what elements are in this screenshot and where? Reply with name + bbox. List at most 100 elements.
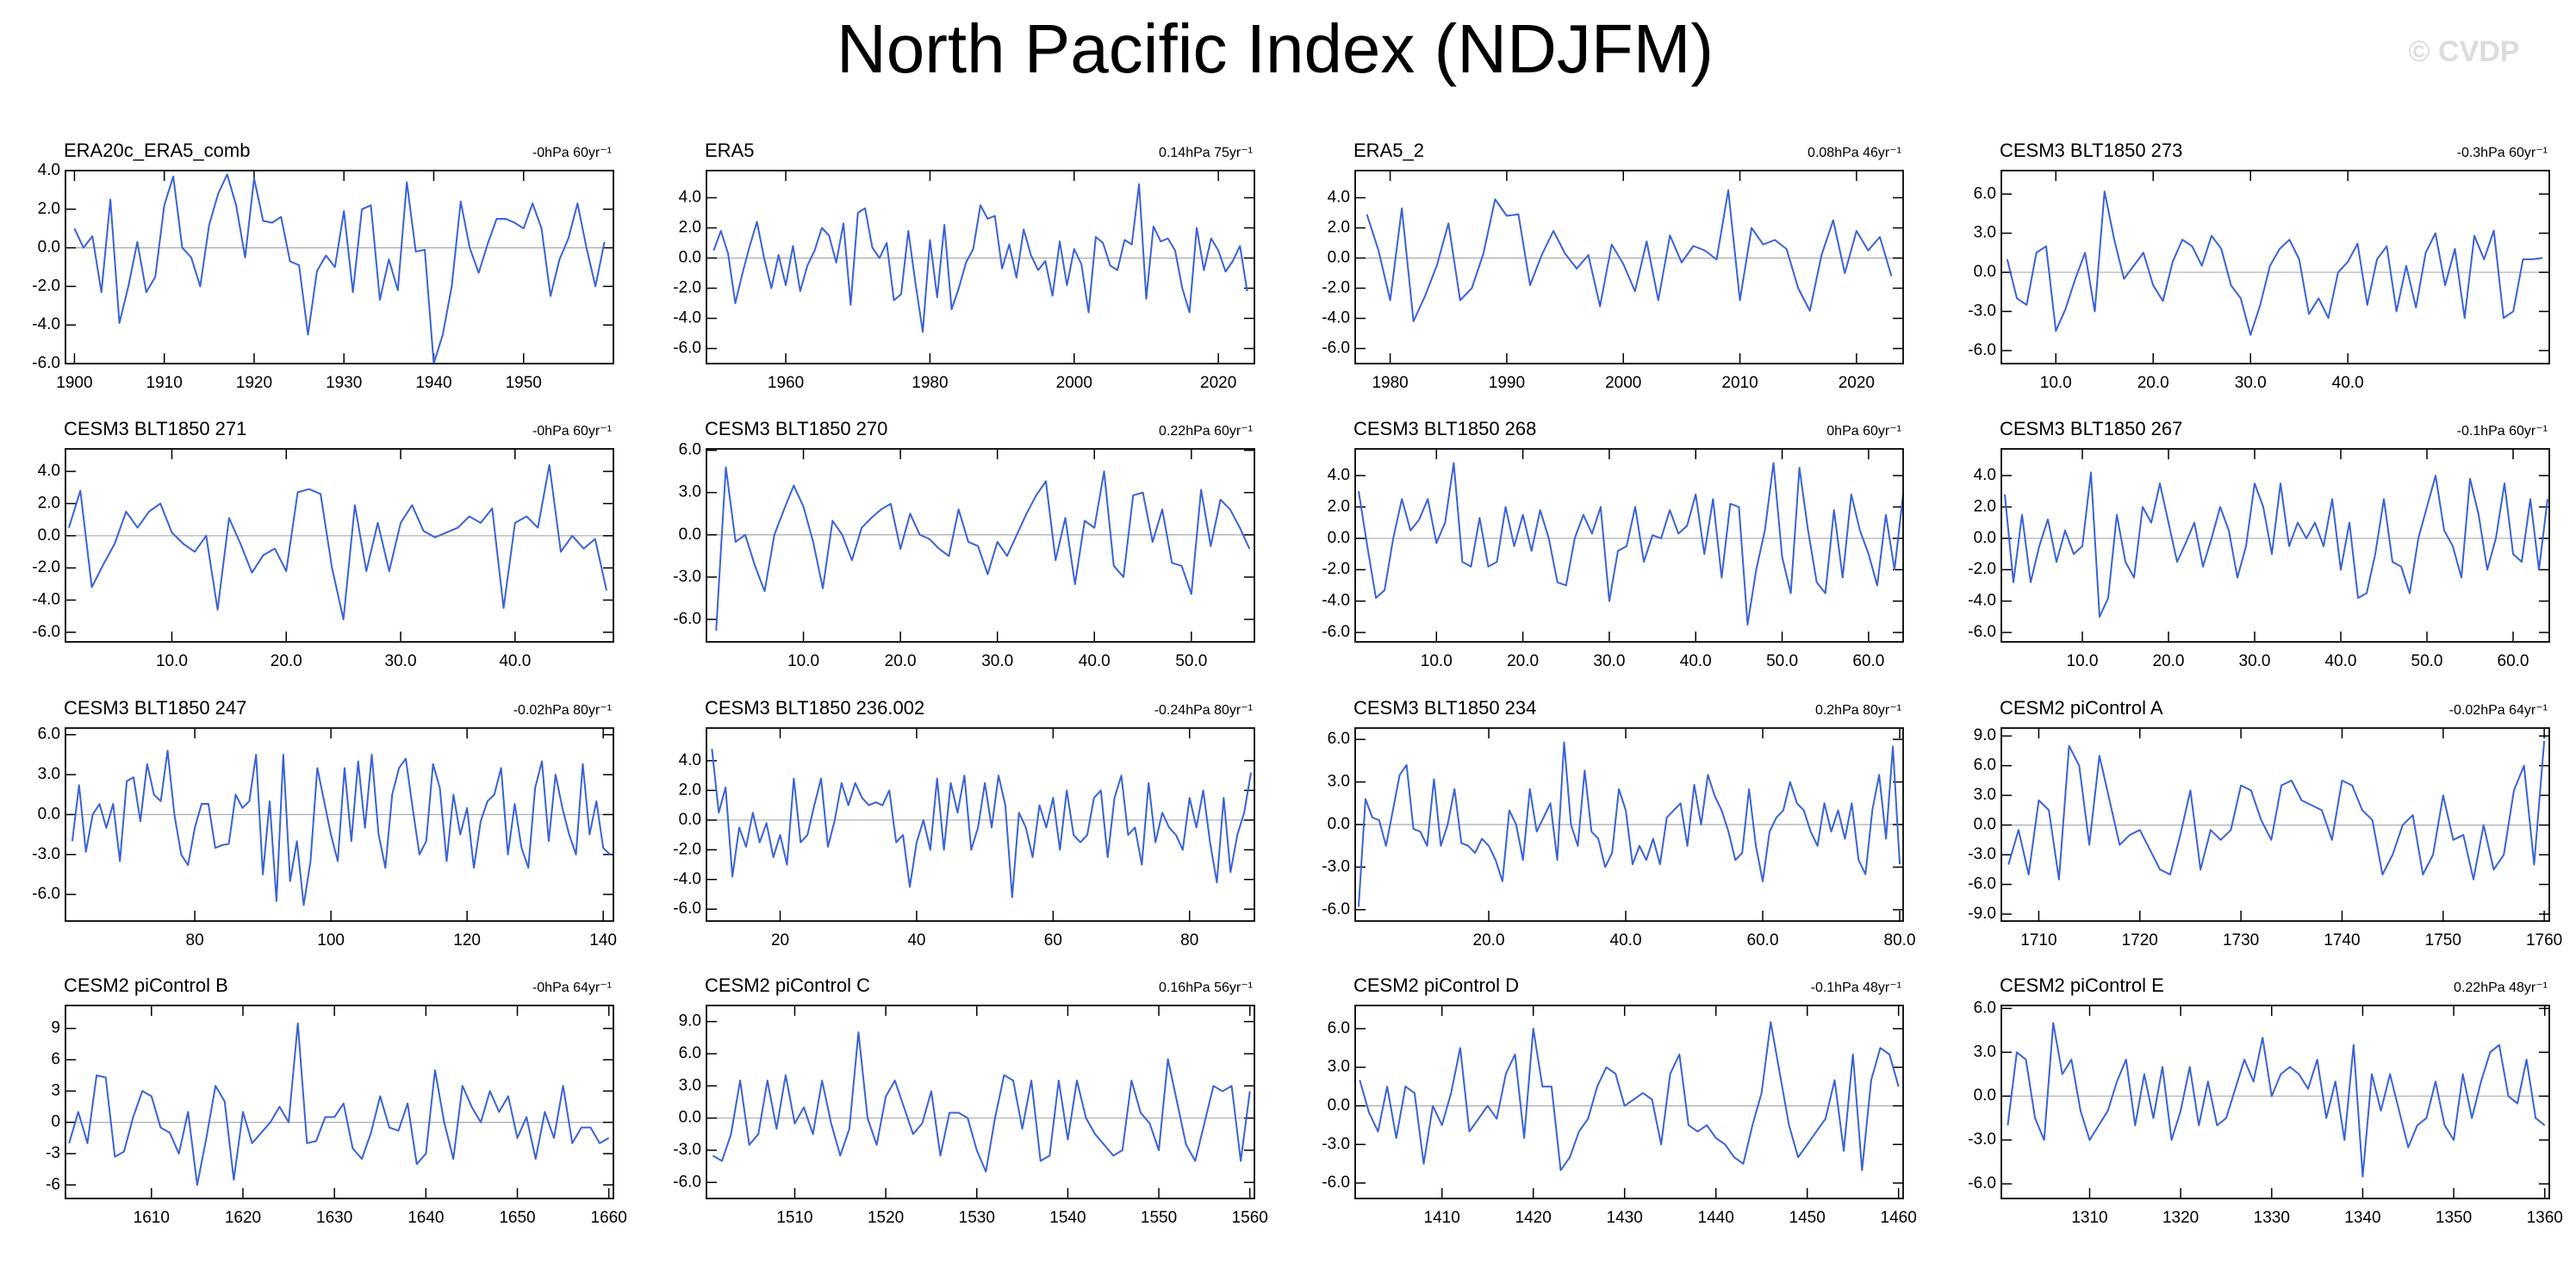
x-tick-label: 1550	[1141, 1209, 1177, 1227]
y-tick-label: 2.0	[1974, 497, 1996, 515]
y-tick-label: 6.0	[679, 1044, 701, 1062]
y-tick-label: -6.0	[1968, 341, 1996, 359]
panel: CESM3 BLT1850 247 -0.02hPa 80yr⁻¹ -6.0 -3.0…	[32, 697, 617, 949]
trend-annotation: 0.2hPa 80yr⁻¹	[1815, 703, 1901, 718]
plot-frame	[2000, 448, 2550, 643]
y-tick-label: -6.0	[1322, 339, 1350, 358]
x-tick-label: 1450	[1789, 1209, 1826, 1227]
y-tick-label: -6.0	[32, 354, 60, 372]
x-tick-label: 1540	[1049, 1209, 1086, 1227]
x-tick-label: 1900	[56, 374, 92, 392]
y-tick-label: -4.0	[1322, 309, 1350, 327]
plot-frame	[2000, 727, 2550, 922]
y-tick-label: 6.0	[679, 441, 701, 459]
panel-title: CESM2 piControl B	[64, 974, 228, 996]
x-tick-label: 40.0	[1610, 931, 1642, 949]
panel: CESM3 BLT1850 268 0hPa 60yr⁻¹ -6.0 -4.0 -2.0…	[1322, 418, 1904, 670]
data-line	[712, 183, 1248, 333]
x-tick-label: 50.0	[2411, 652, 2443, 670]
y-tick-label: -3.0	[1968, 845, 1996, 863]
panel-title: CESM3 BLT1850 247	[64, 697, 246, 719]
trend-annotation: -0.24hPa 80yr⁻¹	[1154, 703, 1253, 718]
y-tick-label: 2.0	[38, 494, 60, 512]
trend-annotation: -0.3hPa 60yr⁻¹	[2457, 146, 2548, 160]
data-line	[71, 750, 611, 906]
y-tick-label: -6.0	[673, 339, 701, 358]
y-tick-label: 3.0	[1328, 773, 1350, 791]
x-tick-label: 80	[1180, 931, 1198, 949]
plot-frame	[65, 448, 614, 643]
x-tick-label: 20.0	[1473, 931, 1505, 949]
y-tick-label: 9.0	[679, 1012, 701, 1030]
panel-title: CESM2 piControl C	[705, 974, 870, 996]
x-tick-label: 1530	[959, 1209, 995, 1227]
plot-frame	[706, 1005, 1255, 1199]
trend-annotation: -0.1hPa 48yr⁻¹	[1811, 981, 1901, 995]
y-tick-label: 0.0	[38, 526, 60, 545]
y-tick-label: 2.0	[38, 200, 60, 218]
x-tick-label: 80	[186, 931, 204, 949]
x-tick-label: 1750	[2425, 931, 2461, 949]
y-tick-label: 4.0	[38, 161, 60, 179]
y-tick-label: -3.0	[1968, 302, 1996, 320]
y-tick-label: -6.0	[673, 1173, 701, 1191]
x-tick-label: 1330	[2254, 1209, 2290, 1227]
x-tick-label: 30.0	[385, 652, 417, 670]
x-tick-label: 10.0	[156, 652, 188, 670]
plot-frame	[2000, 1005, 2550, 1199]
x-tick-label: 2000	[1605, 374, 1641, 392]
x-tick-label: 10.0	[787, 652, 819, 670]
y-tick-label: 4.0	[679, 751, 701, 769]
panel-title: CESM3 BLT1850 234	[1353, 697, 1536, 719]
trend-annotation: 0hPa 60yr⁻¹	[1826, 424, 1901, 439]
y-tick-label: -4.0	[673, 309, 701, 327]
panel-title: CESM3 BLT1850 236.002	[705, 697, 924, 719]
y-tick-label: -6.0	[1322, 900, 1350, 918]
y-tick-label: 0	[51, 1113, 60, 1131]
x-tick-label: 60.0	[1747, 931, 1779, 949]
y-tick-label: 0.0	[679, 811, 701, 829]
x-tick-label: 40.0	[499, 652, 531, 670]
x-tick-label: 1440	[1698, 1209, 1734, 1227]
plot-frame	[65, 170, 614, 364]
y-tick-label: -2.0	[1322, 279, 1350, 297]
panel: CESM2 piControl D -0.1hPa 48yr⁻¹ -6.0 -3.0 0…	[1322, 974, 1917, 1227]
data-line	[1357, 741, 1901, 907]
y-tick-label: -6.0	[32, 623, 60, 641]
x-tick-label: 50.0	[1766, 652, 1798, 670]
plot-frame	[1354, 448, 1904, 643]
plot-frame	[65, 727, 614, 922]
data-line	[2006, 190, 2543, 336]
panel: CESM3 BLT1850 270 0.22hPa 60yr⁻¹ -6.0 -3.0 0…	[673, 418, 1255, 670]
x-tick-label: 1520	[868, 1209, 904, 1227]
x-tick-label: 20.0	[885, 652, 917, 670]
trend-annotation: -0hPa 64yr⁻¹	[532, 981, 612, 995]
y-tick-label: -6.0	[1322, 623, 1350, 641]
y-tick-label: 0.0	[679, 526, 701, 544]
x-tick-label: 40.0	[2332, 374, 2364, 392]
data-line	[2004, 471, 2548, 618]
y-tick-label: 0.0	[1974, 529, 1996, 547]
y-tick-label: -3.0	[673, 1141, 701, 1159]
y-tick-label: 0.0	[1974, 816, 1996, 834]
x-tick-label: 1420	[1515, 1209, 1552, 1227]
y-tick-label: 2.0	[1328, 219, 1350, 237]
y-tick-label: 9.0	[1974, 726, 1996, 744]
figure-title: North Pacific Index (NDJFM)	[837, 10, 1714, 87]
x-tick-label: 2010	[1721, 374, 1758, 392]
panel-title: CESM3 BLT1850 268	[1353, 418, 1536, 439]
x-tick-label: 1340	[2344, 1209, 2380, 1227]
panel: ERA20c_ERA5_comb -0hPa 60yr⁻¹ -6.0 -4.0 -2.0…	[32, 140, 614, 392]
y-tick-label: 0.0	[1328, 249, 1350, 267]
y-tick-label: -6.0	[1968, 875, 1996, 893]
x-tick-label: 1510	[776, 1209, 812, 1227]
y-tick-label: 3	[51, 1081, 60, 1099]
x-tick-label: 1430	[1607, 1209, 1643, 1227]
data-line	[715, 466, 1251, 631]
x-tick-label: 20.0	[2137, 374, 2169, 392]
plot-frame	[1354, 727, 1904, 922]
y-tick-label: 6.0	[1974, 184, 1996, 202]
data-line	[712, 1031, 1251, 1173]
y-tick-label: 0.0	[38, 805, 60, 823]
x-tick-label: 50.0	[1175, 652, 1207, 670]
